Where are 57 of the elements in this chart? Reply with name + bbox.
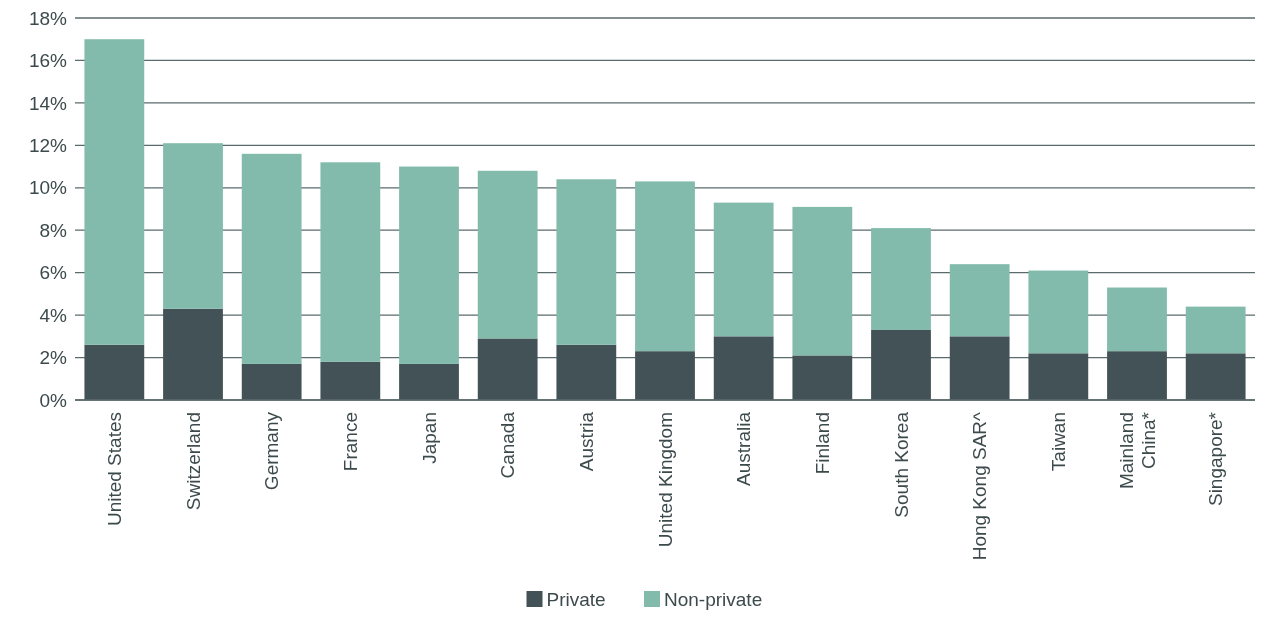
bar — [1185, 353, 1246, 400]
bar — [556, 179, 617, 345]
y-tick-label: 14% — [28, 92, 68, 114]
bar — [635, 351, 695, 400]
x-tick-label: Switzerland — [182, 412, 204, 511]
x-tick-label: Germany — [261, 411, 283, 491]
bar — [556, 344, 617, 400]
bar — [871, 228, 931, 330]
bar — [949, 336, 1010, 400]
x-tick-label: Hong Kong SAR^ — [969, 411, 991, 561]
y-tick-label: 2% — [39, 347, 68, 369]
y-tick-label: 10% — [28, 177, 68, 199]
x-tick-label: Finland — [811, 412, 833, 475]
bar — [399, 166, 459, 364]
legend-label: Private — [546, 589, 606, 610]
x-tick-label: Japan — [418, 412, 440, 464]
bar — [477, 338, 538, 400]
bar — [84, 39, 145, 345]
bar — [713, 336, 774, 400]
bar — [792, 206, 853, 356]
x-tick-label: United States — [103, 412, 125, 527]
bar — [163, 143, 223, 309]
bar — [320, 162, 381, 362]
y-tick-label: 6% — [39, 262, 68, 284]
y-tick-label: 12% — [28, 134, 68, 156]
bar — [241, 153, 302, 364]
x-tick-label: Austria — [575, 411, 597, 472]
bar — [713, 202, 774, 337]
y-tick-label: 16% — [28, 50, 68, 72]
x-tick-label: United Kingdom — [654, 412, 676, 548]
bar — [1028, 270, 1089, 354]
x-tick-label: South Korea — [890, 411, 912, 518]
bar — [320, 361, 381, 400]
bar — [635, 181, 695, 352]
y-tick-label: 4% — [39, 304, 68, 326]
bar — [1185, 306, 1246, 354]
y-tick-label: 0% — [39, 389, 68, 411]
x-tick-label: Mainland China* — [1115, 411, 1159, 490]
bar — [1107, 351, 1167, 400]
bar — [477, 170, 538, 339]
bar — [1107, 287, 1167, 352]
bar — [871, 329, 931, 400]
x-tick-label: Singapore* — [1205, 411, 1227, 507]
bar — [84, 344, 145, 400]
x-tick-label: Taiwan — [1047, 412, 1069, 472]
bar — [399, 363, 459, 400]
bar — [1028, 353, 1089, 400]
bar — [792, 355, 853, 400]
bar — [949, 264, 1010, 337]
bar — [241, 363, 302, 400]
y-tick-label: 18% — [28, 7, 68, 29]
x-tick-label: Australia — [733, 411, 755, 486]
x-tick-label: Canada — [497, 411, 519, 479]
bar — [163, 308, 223, 400]
legend-label: Non-private — [664, 589, 763, 610]
x-tick-label: France — [339, 412, 361, 472]
y-tick-label: 8% — [39, 219, 68, 241]
